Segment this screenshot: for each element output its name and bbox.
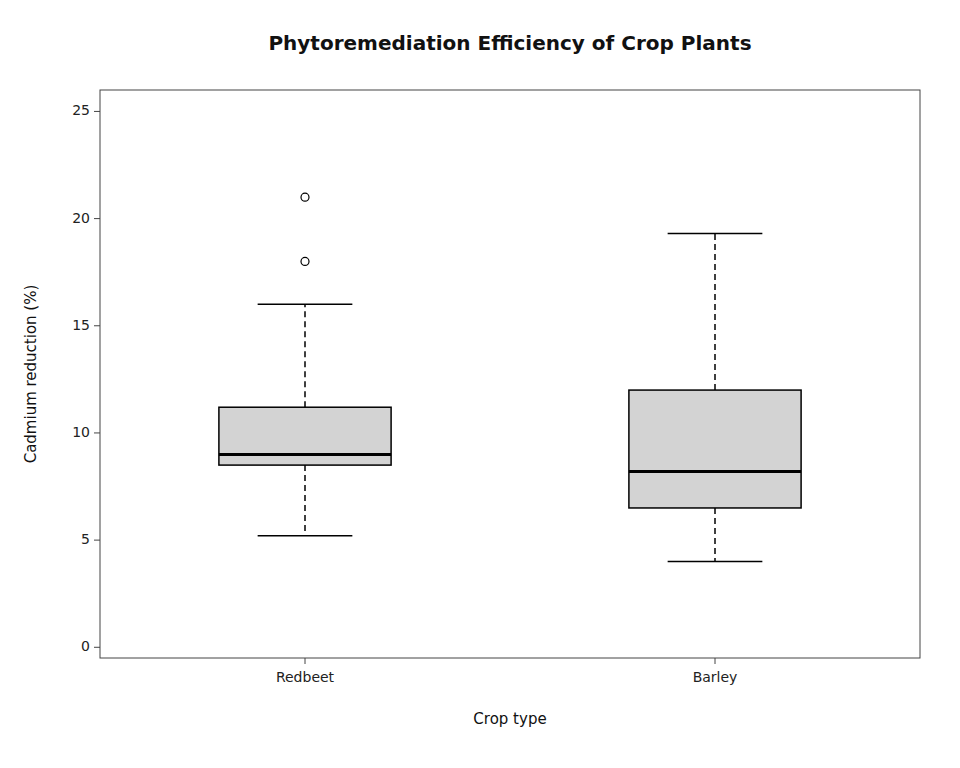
y-tick-label: 0	[81, 638, 90, 654]
y-axis-label: Cadmium reduction (%)	[22, 285, 40, 464]
box-group	[219, 193, 391, 536]
x-tick	[715, 658, 716, 664]
lower-cap	[258, 535, 353, 537]
median	[629, 470, 801, 473]
y-tick	[94, 325, 100, 326]
chart-container: 0 5 10 15 20 25 Redbeet Barley Phytoremediation …	[0, 0, 960, 768]
y-tick-label: 25	[72, 102, 90, 118]
box-group	[629, 234, 801, 562]
y-tick	[94, 540, 100, 541]
upper-whisker	[714, 234, 716, 390]
chart-svg: 0 5 10 15 20 25 Redbeet Barley Phytoremediation …	[0, 0, 960, 768]
y-tick	[94, 111, 100, 112]
y-tick-label: 20	[72, 210, 90, 226]
lower-cap	[668, 561, 763, 563]
x-axis-label: Crop type	[473, 710, 546, 728]
median	[219, 453, 391, 456]
y-tick-label: 15	[72, 317, 90, 333]
box	[629, 390, 801, 508]
y-tick-label: 10	[72, 424, 90, 440]
lower-whisker	[304, 465, 306, 536]
x-tick-label: Redbeet	[276, 669, 335, 685]
boxes	[219, 193, 801, 561]
upper-cap	[668, 233, 763, 235]
x-tick	[305, 658, 306, 664]
chart-title: Phytoremediation Efficiency of Crop Plan…	[268, 31, 751, 55]
y-tick	[94, 432, 100, 433]
upper-cap	[258, 304, 353, 306]
outlier	[301, 257, 309, 265]
y-tick	[94, 218, 100, 219]
x-tick-label: Barley	[693, 669, 738, 685]
lower-whisker	[714, 508, 716, 562]
outlier	[301, 193, 309, 201]
box	[219, 407, 391, 465]
upper-whisker	[304, 304, 306, 407]
y-tick	[94, 647, 100, 648]
plot-frame	[100, 90, 920, 658]
y-tick-label: 5	[81, 531, 90, 547]
